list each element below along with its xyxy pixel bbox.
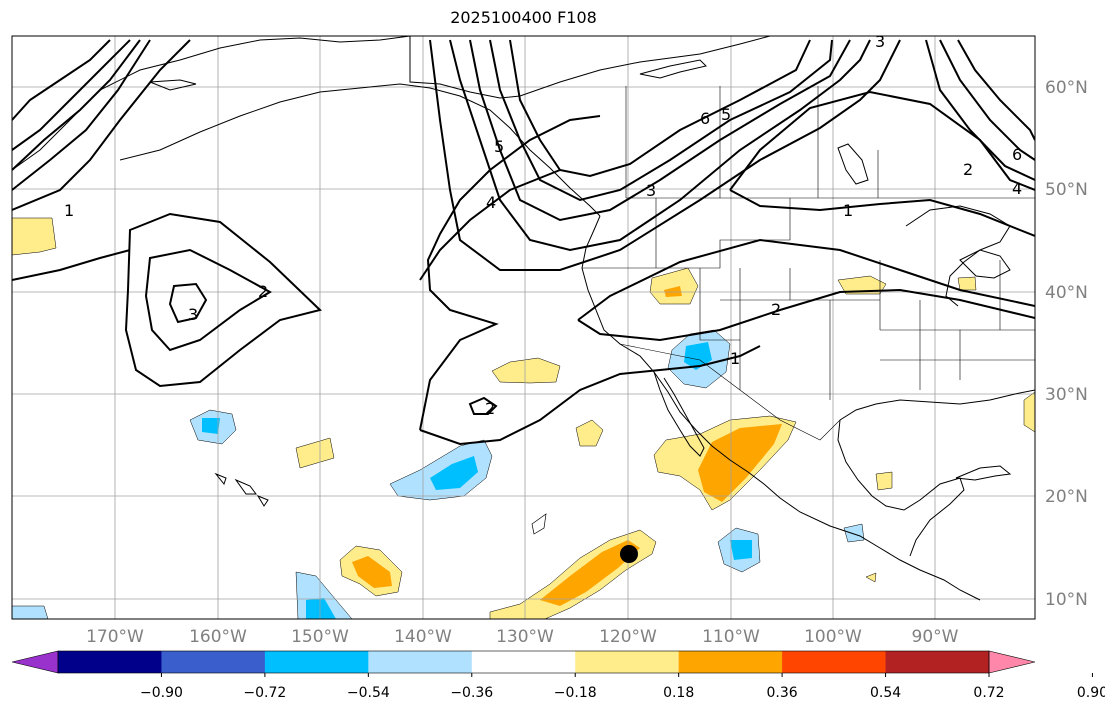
- colorbar-cell: [575, 651, 680, 673]
- contour-labels: 1 2 3 4 5 6 1 2 3 2 1 2 3 4 5 6: [64, 32, 1022, 418]
- colorbar-cell: [264, 651, 369, 673]
- lat-label: 10°N: [1045, 590, 1088, 610]
- colorbar-cell: [885, 651, 990, 673]
- colorbar-tick-label: −0.18: [554, 685, 597, 701]
- shading-layer: [12, 217, 1035, 619]
- political-borders: [582, 86, 1035, 441]
- shade-positive-nw: [12, 217, 57, 256]
- colorbar-tick-label: −0.36: [450, 685, 493, 701]
- contour-label: 2: [963, 160, 973, 179]
- colorbar-tick-label: −0.90: [140, 685, 183, 701]
- contour-label: 4: [1012, 179, 1022, 198]
- contour-label: 1: [843, 201, 853, 220]
- colorbar-tick-label: 0.36: [767, 685, 798, 701]
- contour-label: 2: [771, 300, 781, 319]
- map-area: [12, 36, 1035, 619]
- colorbar-tick-label: 0.72: [973, 685, 1004, 701]
- colorbar-cell: [782, 651, 887, 673]
- colorbar-extend-low: [11, 650, 59, 674]
- lon-label: 120°W: [599, 627, 657, 647]
- colorbar-cell: [678, 651, 783, 673]
- colorbar-tick-label: −0.54: [347, 685, 390, 701]
- map-frame: [11, 35, 1036, 620]
- lat-label: 50°N: [1045, 180, 1088, 200]
- lon-label: 130°W: [496, 627, 554, 647]
- lat-label: 20°N: [1045, 487, 1088, 507]
- lon-axis-labels: 170°W 160°W 150°W 140°W 130°W 120°W 110°…: [86, 627, 959, 647]
- colorbar: −0.90 −0.72 −0.54 −0.36 −0.18 0.18 0.36 0.54 0.7…: [11, 650, 1105, 701]
- colorbar-outline: [57, 650, 990, 674]
- contour-label: 6: [1012, 145, 1022, 164]
- contour-label: 2: [258, 282, 268, 301]
- contour-label: 5: [494, 137, 504, 156]
- colorbar-cell: [471, 651, 576, 673]
- colorbar-tick-label: 0.18: [663, 685, 694, 701]
- contour-label: 6: [700, 109, 710, 128]
- lon-label: 150°W: [291, 627, 349, 647]
- lon-label: 170°W: [86, 627, 144, 647]
- lon-label: 140°W: [394, 627, 452, 647]
- colorbar-cell: [368, 651, 473, 673]
- lon-label: 110°W: [702, 627, 760, 647]
- lon-label: 100°W: [804, 627, 862, 647]
- contour-label: 3: [646, 181, 656, 200]
- colorbar-extend-high: [988, 650, 1036, 674]
- map-title: 2025100400 F108: [450, 8, 597, 27]
- contour-label: 3: [875, 32, 885, 51]
- colorbar-tick-label: 0.54: [870, 685, 901, 701]
- lat-label: 40°N: [1045, 283, 1088, 303]
- coastlines: [12, 36, 1035, 601]
- lat-label: 60°N: [1045, 78, 1088, 98]
- contour-label: 1: [730, 349, 740, 368]
- contour-lines: [12, 39, 1035, 446]
- contour-label: 5: [721, 105, 731, 124]
- contour-label: 4: [486, 193, 496, 212]
- contour-label: 2: [485, 399, 495, 418]
- contour-label: 3: [188, 305, 198, 324]
- colorbar-cell: [161, 651, 266, 673]
- lat-label: 30°N: [1045, 385, 1088, 405]
- lon-label: 90°W: [912, 627, 959, 647]
- colorbar-tick-label: 0.90: [1077, 685, 1105, 701]
- storm-center-marker: [620, 545, 638, 563]
- lon-label: 160°W: [189, 627, 247, 647]
- contour-label: 1: [64, 201, 74, 220]
- lat-axis-labels: 60°N 50°N 40°N 30°N 20°N 10°N: [1045, 78, 1088, 610]
- colorbar-tick-label: −0.72: [243, 685, 286, 701]
- colorbar-cell: [58, 651, 162, 673]
